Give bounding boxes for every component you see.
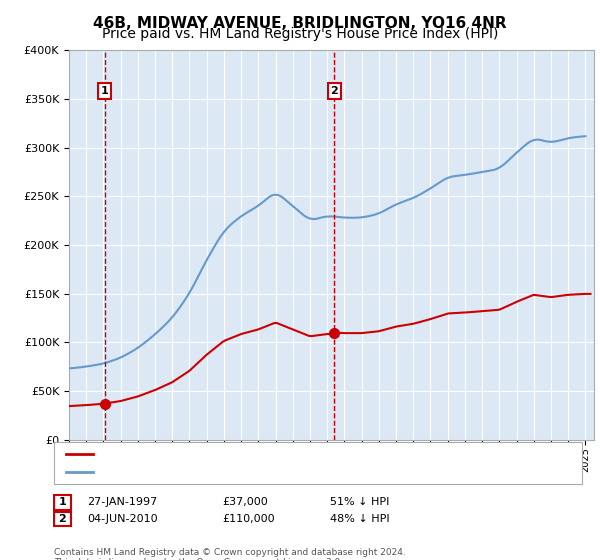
Text: 1: 1 bbox=[101, 86, 109, 96]
Text: 2: 2 bbox=[331, 86, 338, 96]
Text: 2: 2 bbox=[59, 514, 66, 524]
Text: £37,000: £37,000 bbox=[222, 497, 268, 507]
Text: Contains HM Land Registry data © Crown copyright and database right 2024.
This d: Contains HM Land Registry data © Crown c… bbox=[54, 548, 406, 560]
Text: 1: 1 bbox=[59, 497, 66, 507]
Text: 27-JAN-1997: 27-JAN-1997 bbox=[87, 497, 157, 507]
Text: HPI: Average price, detached house, East Riding of Yorkshire: HPI: Average price, detached house, East… bbox=[99, 467, 415, 477]
Text: 51% ↓ HPI: 51% ↓ HPI bbox=[330, 497, 389, 507]
Text: Price paid vs. HM Land Registry's House Price Index (HPI): Price paid vs. HM Land Registry's House … bbox=[102, 27, 498, 41]
Text: 04-JUN-2010: 04-JUN-2010 bbox=[87, 514, 158, 524]
Text: 46B, MIDWAY AVENUE, BRIDLINGTON, YO16 4NR: 46B, MIDWAY AVENUE, BRIDLINGTON, YO16 4N… bbox=[93, 16, 507, 31]
Text: 48% ↓ HPI: 48% ↓ HPI bbox=[330, 514, 389, 524]
Text: 46B, MIDWAY AVENUE, BRIDLINGTON, YO16 4NR (detached house): 46B, MIDWAY AVENUE, BRIDLINGTON, YO16 4N… bbox=[99, 449, 445, 459]
Text: £110,000: £110,000 bbox=[222, 514, 275, 524]
